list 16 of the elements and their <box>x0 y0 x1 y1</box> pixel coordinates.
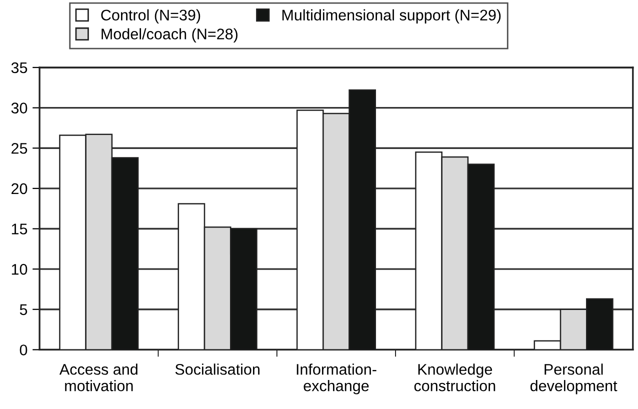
y-tick-label: 30 <box>11 102 28 114</box>
legend-label: Control (N=39) <box>101 9 200 24</box>
x-tick-label: Socialisation <box>175 364 260 375</box>
x-tick-label: Information- exchange <box>296 364 376 394</box>
x-tick-label: Personal development <box>530 364 618 394</box>
x-tick-label: Access and motivation <box>59 364 138 392</box>
y-tick-label: 25 <box>12 142 28 154</box>
y-tick-label: 5 <box>20 304 28 316</box>
legend-label: Model/coach (N=28) <box>102 28 238 42</box>
y-tick-label: 0 <box>20 344 28 356</box>
y-tick-label: 20 <box>12 183 28 194</box>
y-tick-label: 10 <box>12 264 28 275</box>
x-tick-label: Knowledge construction <box>414 364 496 392</box>
legend-label: Multidimensional support (N=29) <box>282 9 501 24</box>
y-tick-label: 15 <box>12 224 28 234</box>
y-tick-label: 35 <box>11 62 28 74</box>
